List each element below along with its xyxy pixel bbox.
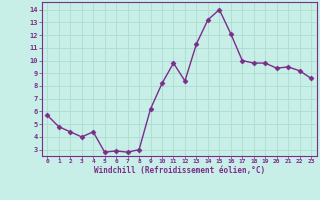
X-axis label: Windchill (Refroidissement éolien,°C): Windchill (Refroidissement éolien,°C) [94,166,265,175]
